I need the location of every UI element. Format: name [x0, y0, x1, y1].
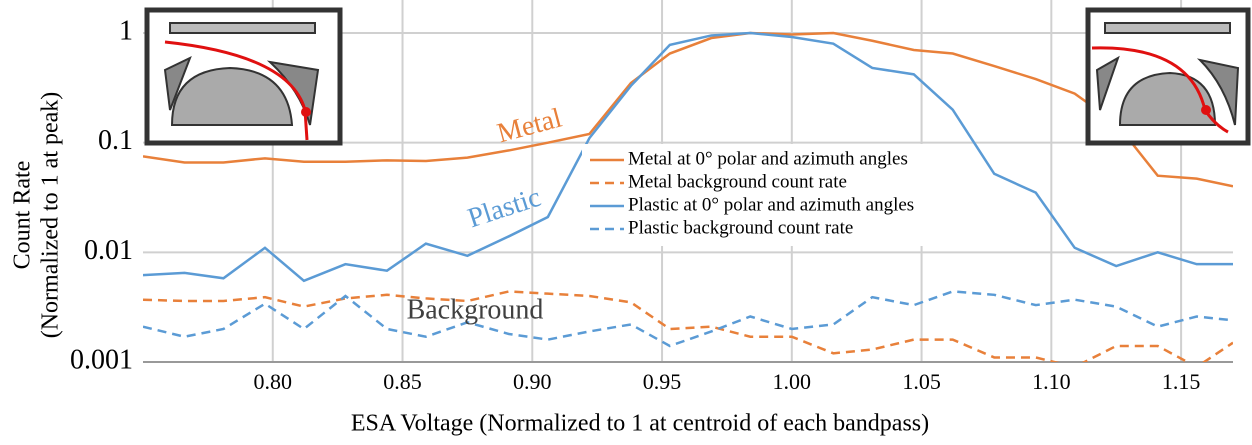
- y-axis-title: Count Rate: [10, 161, 36, 270]
- series-line: [143, 291, 1233, 346]
- y-tick-label: 0.001: [70, 344, 133, 375]
- chart: 0.80 0.85 0.90 0.95 1.00 1.05 1.10 1.15 0.001 0.0…: [0, 0, 1252, 445]
- series-line: [143, 291, 1233, 367]
- legend: Metal at 0° polar and azimuth anglesMeta…: [582, 144, 972, 246]
- x-tick-label: 0.80: [254, 369, 293, 394]
- x-tick-label: 1.10: [1032, 369, 1071, 394]
- x-tick-label: 1.00: [773, 369, 812, 394]
- page: {"chart_data": {"type": "line", "x_label…: [0, 0, 1252, 445]
- x-tick-label: 1.05: [902, 369, 941, 394]
- y-tick-label: 1: [119, 15, 133, 46]
- legend-label: Plastic background count rate: [628, 217, 853, 238]
- x-tick-label: 0.85: [383, 369, 422, 394]
- legend-label: Metal background count rate: [628, 171, 847, 192]
- inset-right: [1088, 10, 1248, 143]
- x-tick-label: 0.95: [643, 369, 682, 394]
- annotation: Background: [407, 294, 544, 325]
- legend-label: Plastic at 0° polar and azimuth angles: [628, 194, 914, 215]
- x-tick-label: 0.90: [513, 369, 552, 394]
- legend-label: Metal at 0° polar and azimuth angles: [628, 148, 908, 169]
- inset-left: [147, 10, 340, 143]
- y-tick-label: 0.1: [98, 125, 133, 156]
- y-tick-label: 0.01: [84, 235, 133, 266]
- x-tick-label: 1.15: [1162, 369, 1201, 394]
- y-axis-title: (Normalized to 1 at peak): [38, 92, 64, 339]
- x-axis-title: ESA Voltage (Normalized to 1 at centroid…: [351, 411, 929, 437]
